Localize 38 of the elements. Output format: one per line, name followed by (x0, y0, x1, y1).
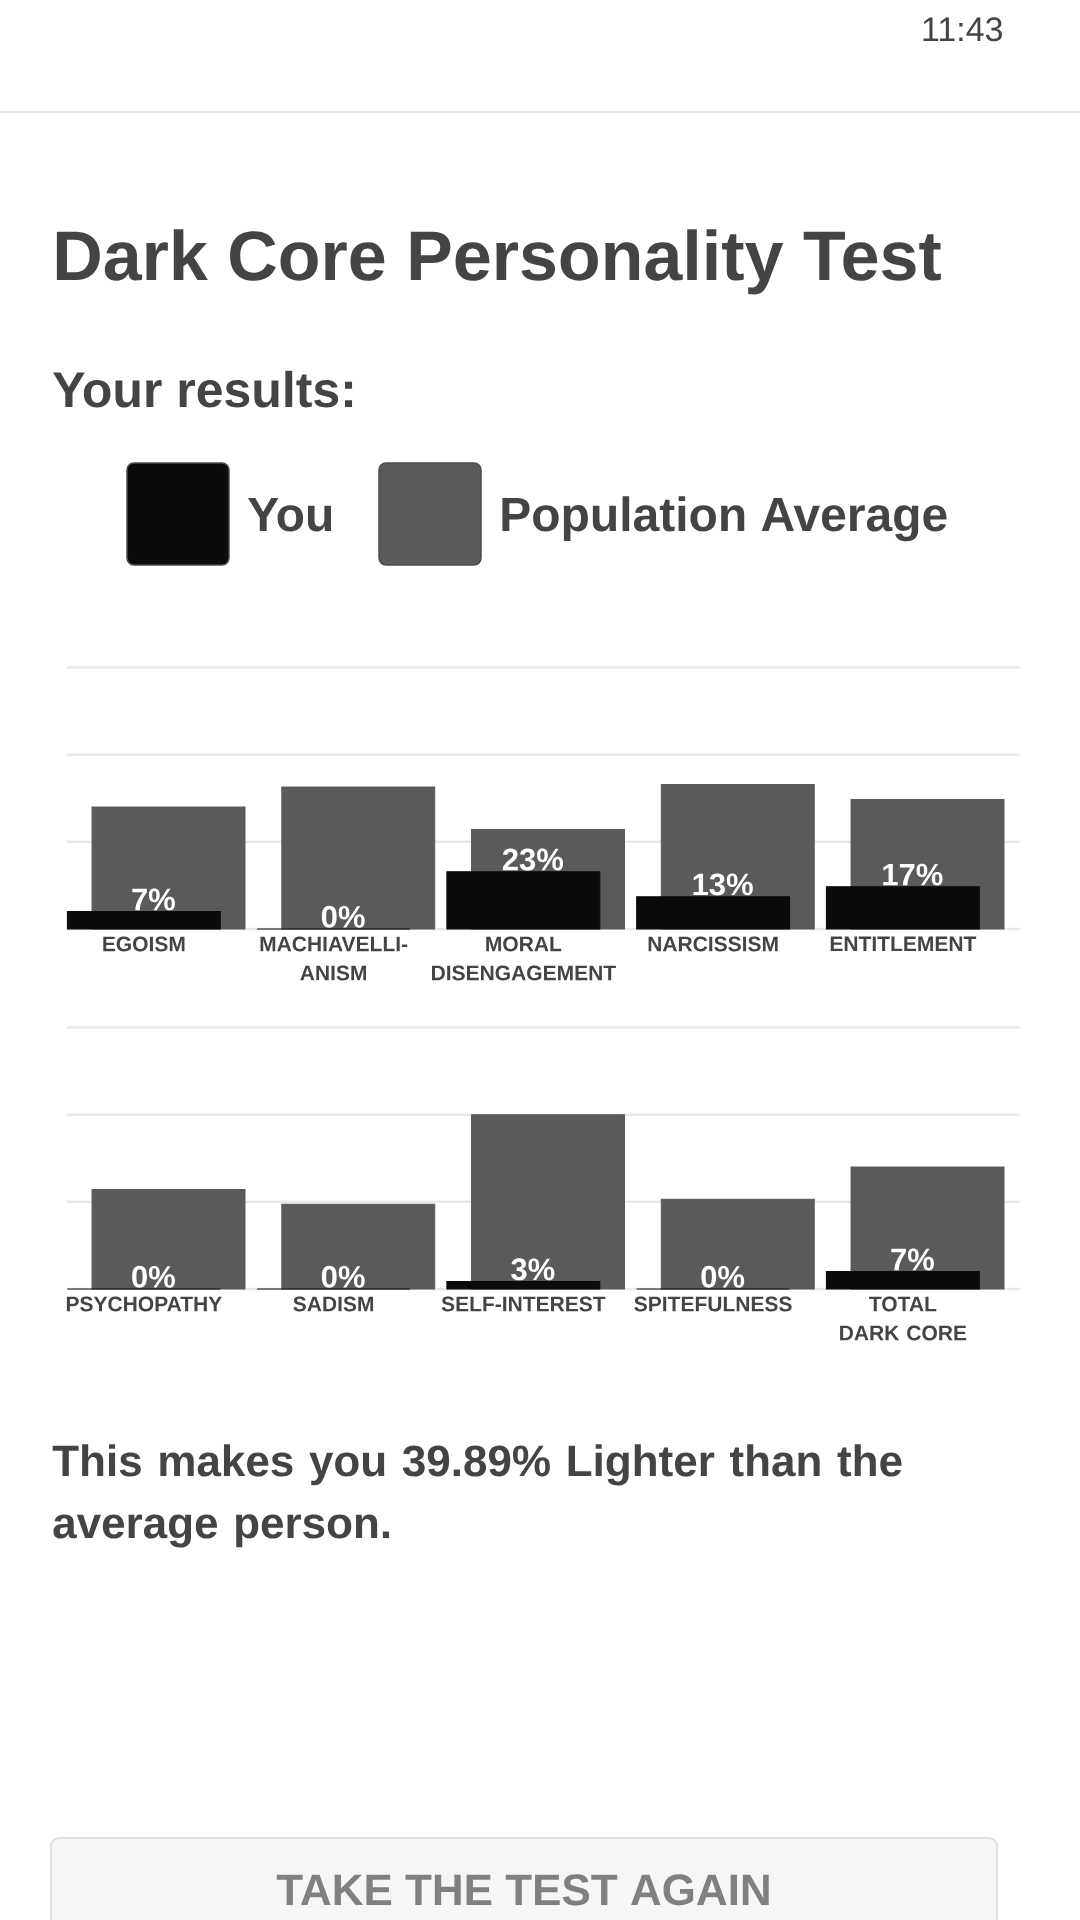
text: This makes you 39.89% Lighter than the average person. (52, 1444, 902, 1548)
data-label: 0% (132, 1265, 175, 1288)
data-label: 7% (891, 1248, 934, 1271)
bar (825, 1271, 980, 1290)
data-label: 17% (883, 863, 943, 886)
bar (471, 1114, 625, 1290)
bar (825, 886, 980, 930)
x-tick-label: MACHIAVELLI-ANISM (260, 936, 408, 981)
x-tick-label: PSYCHOPATHY (66, 1296, 222, 1312)
x-tick-label: MORAL DISENGAGEMENT (432, 936, 616, 981)
bar (66, 911, 221, 930)
bar (281, 786, 436, 930)
x-tick-label: SPITEFULNESS (634, 1296, 792, 1312)
data-label: 0% (321, 905, 365, 928)
x-tick-label: ENTITLEMENT (830, 936, 977, 951)
chart-subtitle: Your results: (53, 370, 353, 408)
data-label: 7% (132, 888, 175, 911)
legend-label: You (248, 497, 332, 532)
x-tick-label: SADISM (293, 1296, 374, 1312)
x-tick-label: TOTAL DARK CORE (840, 1296, 967, 1341)
bar (91, 1188, 246, 1290)
bar (660, 1198, 815, 1290)
bar (446, 871, 601, 930)
bar (446, 1281, 601, 1290)
chart-title: Dark Core Personality Test (56, 229, 941, 295)
x-tick-label: SELF-INTEREST (441, 1296, 606, 1312)
x-tick-label: NARCISSISM (648, 936, 778, 952)
bar (281, 1203, 436, 1290)
data-label: 0% (701, 1265, 745, 1288)
data-label: 3% (511, 1258, 555, 1281)
text: TAKE THE TEST AGAIN (276, 1874, 769, 1906)
bar (636, 896, 791, 930)
data-label: 23% (502, 848, 564, 871)
legend-label: Population Average (502, 496, 947, 542)
data-label: 0% (321, 1265, 365, 1288)
x-tick-label: EGOISM (103, 936, 185, 952)
text: 11:43 (923, 17, 1002, 42)
data-label: 13% (693, 873, 753, 896)
